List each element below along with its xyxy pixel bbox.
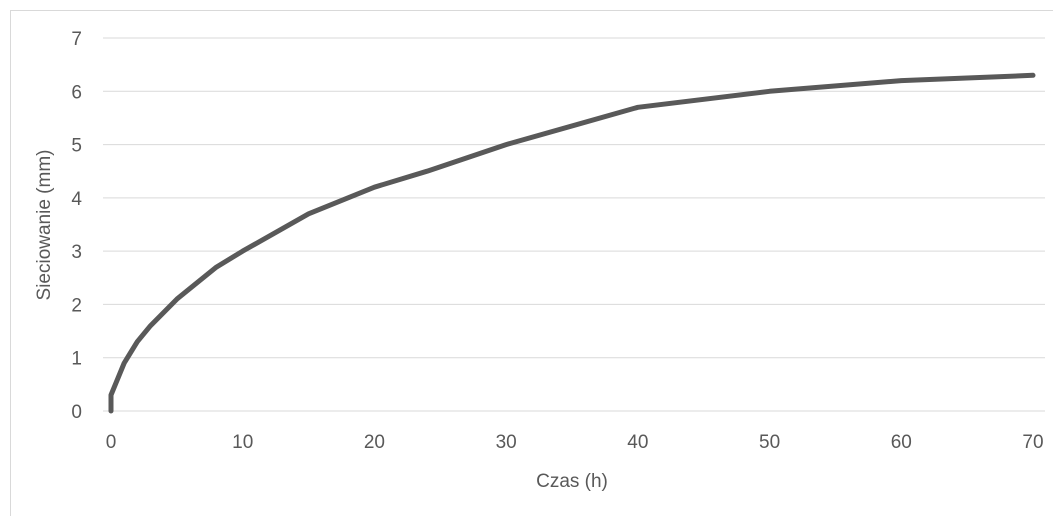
y-tick-label: 3 bbox=[71, 242, 82, 263]
y-axis-ticks: 0 1 2 3 4 5 6 7 bbox=[71, 29, 82, 423]
y-tick-label: 5 bbox=[71, 136, 82, 157]
y-tick-label: 6 bbox=[71, 82, 82, 103]
x-tick-label: 20 bbox=[364, 432, 385, 453]
x-tick-label: 10 bbox=[232, 432, 253, 453]
x-tick-label: 60 bbox=[891, 432, 912, 453]
x-tick-label: 0 bbox=[106, 432, 117, 453]
series-line-0 bbox=[108, 72, 1036, 414]
series-layer bbox=[108, 72, 1036, 414]
x-tick-label: 40 bbox=[627, 432, 648, 453]
y-axis-title: Sieciowanie (mm) bbox=[34, 150, 55, 301]
y-tick-label: 0 bbox=[71, 402, 82, 423]
y-tick-label: 2 bbox=[71, 295, 82, 316]
y-tick-label: 7 bbox=[71, 29, 82, 50]
x-tick-label: 50 bbox=[759, 432, 780, 453]
x-tick-label: 30 bbox=[496, 432, 517, 453]
x-axis-title: Czas (h) bbox=[536, 471, 608, 492]
y-tick-label: 4 bbox=[71, 189, 82, 210]
x-axis-ticks: 0 10 20 30 40 50 60 70 bbox=[106, 432, 1044, 453]
y-tick-label: 1 bbox=[71, 349, 82, 370]
chart-area bbox=[10, 10, 1053, 516]
x-tick-label: 70 bbox=[1022, 432, 1043, 453]
gridlines bbox=[103, 37, 1045, 412]
